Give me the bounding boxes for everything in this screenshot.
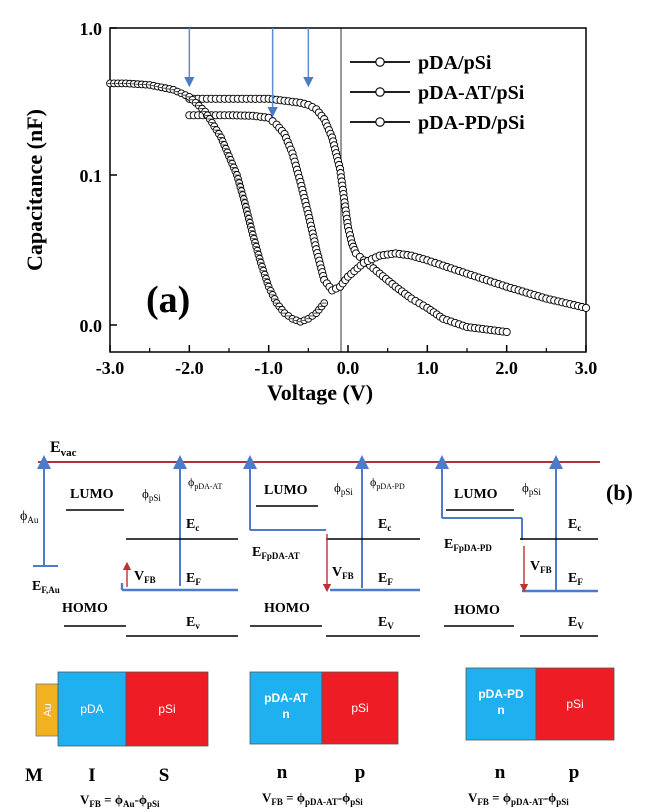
svg-text:pDA-AT: pDA-AT: [264, 691, 308, 705]
svg-text:Ec: Ec: [186, 517, 199, 533]
svg-text:VFB: VFB: [530, 559, 552, 575]
svg-text:VFB: VFB: [332, 565, 354, 581]
lumo-label: LUMO: [454, 487, 498, 502]
legend: pDA/pSi pDA-AT/pSi pDA-PD/pSi: [350, 52, 525, 134]
band-diagrams: Evac (b) ϕAu EF,Au LUMO HOMO ϕpSi ϕpDA-A…: [20, 439, 633, 809]
legend-label: pDA/pSi: [418, 52, 492, 74]
x-axis-ticks: -3.0 -2.0 -1.0 0.0 1.0 2.0 3.0: [96, 345, 598, 378]
legend-marker: [375, 117, 385, 127]
legend-label: pDA-PD/pSi: [418, 112, 525, 134]
x-tick-label: 0.0: [337, 358, 360, 378]
svg-text:pDA: pDA: [80, 702, 103, 716]
y-axis-ticks: 0.0 0.1 1.0: [80, 19, 117, 336]
device-mis: Au pDA pSi: [35, 671, 209, 747]
x-tick-label: 3.0: [575, 358, 598, 378]
x-tick-label: -3.0: [96, 358, 125, 378]
junction-label: I: [88, 765, 95, 786]
svg-text:Ec: Ec: [568, 517, 581, 533]
svg-text:n: n: [282, 707, 289, 721]
junction-label: p: [569, 762, 580, 783]
svg-text:Ev: Ev: [186, 615, 200, 631]
svg-text:EF: EF: [186, 571, 201, 587]
panel-label-a: (a): [146, 279, 190, 321]
fermi-pda-at-label: EFpDA-AT: [252, 545, 300, 561]
x-tick-label: 2.0: [495, 358, 518, 378]
band-structure-pda-pd: LUMO EFpDA-PD HOMO ϕpSi VFB Ec EF EV: [435, 455, 598, 637]
svg-text:ϕpDA-PD: ϕpDA-PD: [370, 475, 405, 491]
fermi-au-label: EF,Au: [32, 579, 60, 595]
svg-text:ϕpDA-AT: ϕpDA-AT: [188, 475, 222, 491]
legend-label: pDA-AT/pSi: [418, 82, 525, 104]
y-tick-label: 1.0: [80, 19, 103, 39]
legend-marker: [375, 87, 385, 97]
lumo-label: LUMO: [264, 483, 308, 498]
lumo-label: LUMO: [70, 487, 114, 502]
work-function-psi-label: ϕpSi: [142, 486, 161, 503]
data-point: [581, 303, 591, 312]
band-structure-pda-at: LUMO EFpDA-AT HOMO ϕpSi ϕpDA-PD VFB Ec E…: [243, 455, 420, 637]
data-point: [502, 327, 511, 337]
psi-layer: [125, 671, 209, 747]
x-tick-label: -1.0: [254, 358, 283, 378]
series-markers-2: [185, 111, 591, 312]
y-tick-label: 0.0: [80, 316, 103, 336]
cv-chart: -3.0 -2.0 -1.0 0.0 1.0 2.0 3.0 0.0 0.1 1.0 Volta…: [22, 19, 597, 405]
vfb-equation: VFB = ϕAu-ϕpSi: [80, 792, 160, 809]
junction-label: M: [25, 765, 43, 786]
homo-label: HOMO: [454, 603, 500, 618]
series-layer: [106, 79, 591, 337]
series-markers-3: [106, 79, 329, 326]
svg-text:ϕpSi: ϕpSi: [522, 480, 541, 497]
device-pda-at: pDA-AT n pSi: [249, 671, 399, 745]
device-pda-pd: pDA-PD n pSi: [465, 667, 615, 741]
psi-layer: [321, 671, 399, 745]
vacuum-level-label: Evac: [50, 439, 77, 459]
legend-marker: [375, 57, 385, 67]
svg-text:pSi: pSi: [158, 702, 175, 716]
panel-label-b: (b): [606, 480, 633, 505]
svg-text:VFB: VFB: [134, 569, 156, 585]
junction-label: n: [495, 762, 506, 783]
vfb-equation: VFB = ϕpDA-AT-ϕpSi: [468, 790, 569, 807]
fermi-pda-pd-label: EFpDA-PD: [444, 537, 492, 553]
svg-text:EF: EF: [568, 571, 583, 587]
svg-text:ϕpSi: ϕpSi: [334, 480, 353, 497]
svg-text:n: n: [497, 703, 504, 717]
junction-label: S: [159, 765, 170, 786]
svg-text:Ec: Ec: [378, 517, 391, 533]
psi-layer: [535, 667, 615, 741]
svg-text:Au: Au: [42, 703, 54, 716]
svg-text:pSi: pSi: [351, 701, 368, 715]
pda-layer: [57, 671, 127, 747]
arrows-layer: [184, 28, 314, 118]
junction-label: p: [355, 762, 366, 783]
svg-text:pDA-PD: pDA-PD: [478, 687, 524, 701]
vfb-equation: VFB = ϕpDA-AT-ϕpSi: [262, 790, 363, 807]
svg-text:EV: EV: [378, 615, 394, 631]
series-line-3: [110, 82, 325, 323]
y-axis-label: Capacitance (nF): [22, 109, 47, 271]
band-structure-mis: ϕAu EF,Au LUMO HOMO ϕpSi ϕpDA-AT VFB Ec …: [20, 455, 238, 637]
homo-label: HOMO: [264, 601, 310, 616]
y-tick-label: 0.1: [80, 166, 103, 186]
svg-text:EV: EV: [568, 615, 584, 631]
pda-pd-layer: [465, 667, 537, 741]
svg-text:EF: EF: [378, 571, 393, 587]
x-tick-label: -2.0: [175, 358, 204, 378]
work-function-au-label: ϕAu: [20, 509, 39, 525]
homo-label: HOMO: [62, 601, 108, 616]
x-axis-label: Voltage (V): [267, 380, 373, 405]
x-tick-label: 1.0: [416, 358, 439, 378]
svg-text:pSi: pSi: [566, 697, 583, 711]
junction-label: n: [277, 762, 288, 783]
